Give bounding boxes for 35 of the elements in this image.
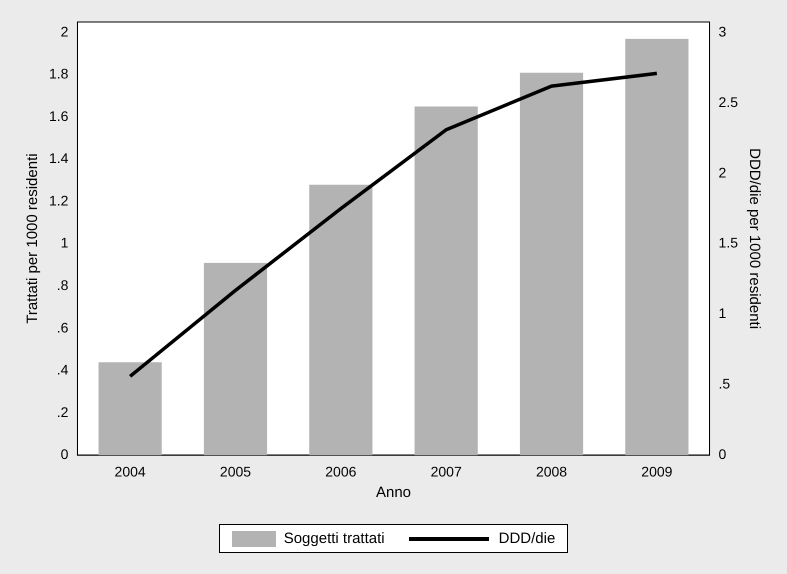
y-tick-label: .4 xyxy=(56,362,69,378)
y-tick-label: .6 xyxy=(56,319,69,336)
x-tick-label: 2005 xyxy=(220,463,252,480)
y2-tick-label: .5 xyxy=(718,376,730,392)
x-tick-label: 2007 xyxy=(430,463,462,480)
y2-tick-label: 0 xyxy=(718,446,727,462)
y2-tick-label: 2.5 xyxy=(718,94,738,110)
bar xyxy=(98,362,162,456)
bar xyxy=(204,262,268,456)
legend-label: Soggetti trattati xyxy=(284,530,385,547)
y-tick-label: 1.4 xyxy=(48,150,69,166)
x-axis-title: Anno xyxy=(376,484,412,502)
y-tick-label: 1.2 xyxy=(48,192,69,208)
text: DDD/die xyxy=(498,530,556,547)
y-tick-label: 1.8 xyxy=(48,66,69,82)
y2-tick-label: 3 xyxy=(718,23,727,40)
y-tick-label: 1.6 xyxy=(48,108,69,124)
y2-tick-label: 1.5 xyxy=(718,234,738,251)
y2-axis-title: DDD/die per 1000 residenti xyxy=(746,148,763,330)
y2-tick-label: 1 xyxy=(718,305,727,322)
x-tick-label: 2009 xyxy=(641,463,673,480)
y2-tick-label: 2 xyxy=(718,164,727,180)
bar xyxy=(414,106,478,456)
y-tick-label: .2 xyxy=(56,404,69,420)
bar xyxy=(520,72,584,456)
y-tick-label: 2 xyxy=(60,23,69,40)
bar xyxy=(625,38,688,456)
y-tick-label: 1 xyxy=(60,234,69,251)
x-tick-label: 2008 xyxy=(536,463,568,480)
x-tick-label: 2006 xyxy=(325,463,357,480)
y-tick-label: .8 xyxy=(56,277,69,294)
y-tick-label: 0 xyxy=(60,446,69,462)
y-axis-title: Trattati per 1000 residenti xyxy=(24,153,42,324)
bar xyxy=(309,184,372,456)
x-tick-label: 2004 xyxy=(114,463,146,480)
